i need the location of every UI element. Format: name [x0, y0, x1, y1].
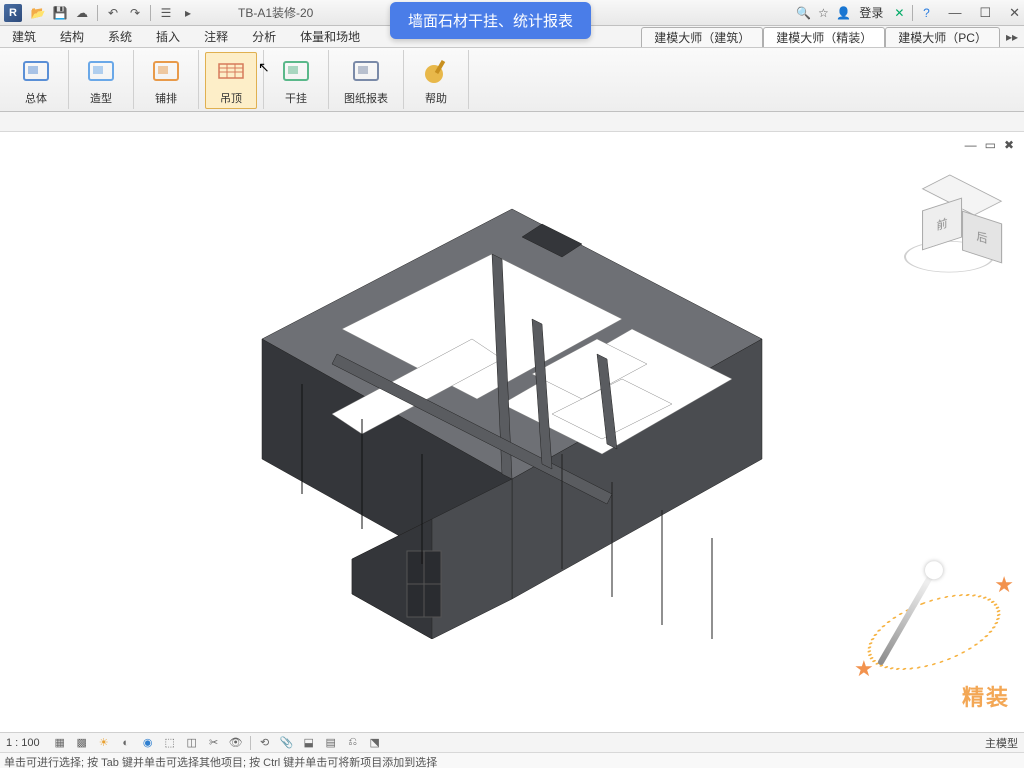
quick-access-toolbar: 📂 💾 ☁ ↶ ↷ ☰ ▸ [28, 3, 198, 23]
menu-struct[interactable]: 结构 [48, 26, 96, 47]
watermark-logo: ★ ★ 精装 [854, 552, 1014, 712]
menu-insert[interactable]: 插入 [144, 26, 192, 47]
status-model-label[interactable]: 主模型 [985, 735, 1018, 751]
sb-select-icon[interactable]: ⬔ [367, 735, 383, 751]
link-icon[interactable]: ☰ [156, 3, 176, 23]
sb-sun-icon[interactable]: ☀ [96, 735, 112, 751]
sb-constraints-icon[interactable]: 📎 [279, 735, 295, 751]
menu-annotate[interactable]: 注释 [192, 26, 240, 47]
redo-icon[interactable]: ↷ [125, 3, 145, 23]
sb-crop-icon[interactable]: ⬚ [162, 735, 178, 751]
search-icon[interactable]: 🔍 [793, 3, 813, 23]
ribbon-zaoxing[interactable]: 造型 [75, 52, 127, 109]
tab-master-arch[interactable]: 建模大师（建筑） [641, 27, 763, 47]
cloud-icon[interactable]: ☁ [72, 3, 92, 23]
statusbar: 1 : 100 ▦ ▩ ☀ ◐ ◉ ⬚ ◫ ✂ 👁 ⟲ 📎 ⬓ ▤ ⎌ ⬔ 主模… [0, 732, 1024, 752]
viewcube[interactable]: 前 后 [904, 182, 994, 272]
ribbon-label: 吊顶 [220, 90, 242, 106]
ribbon-bangzhu[interactable]: 帮助 [410, 52, 462, 109]
type-selector-bar [0, 112, 1024, 132]
sb-link-icon[interactable]: ⎌ [345, 735, 361, 751]
open-icon[interactable]: 📂 [28, 3, 48, 23]
ribbon-label: 铺排 [155, 90, 177, 106]
tab-master-pc[interactable]: 建模大师（PC） [885, 27, 1000, 47]
menu-arch[interactable]: 建筑 [0, 26, 48, 47]
ribbon: 总体 造型 铺排 吊顶↖ 干挂 图纸报表 帮助 [0, 48, 1024, 112]
sb-render-icon[interactable]: ◉ [140, 735, 156, 751]
sb-crop2-icon[interactable]: ◫ [184, 735, 200, 751]
undo-icon[interactable]: ↶ [103, 3, 123, 23]
play-icon[interactable]: ▸ [178, 3, 198, 23]
ribbon-label: 造型 [90, 90, 112, 106]
login-link[interactable]: 登录 [859, 4, 883, 21]
star-icon[interactable]: ☆ [813, 3, 833, 23]
menu-analyze[interactable]: 分析 [240, 26, 288, 47]
vp-minimize-icon[interactable]: — [963, 138, 979, 152]
app-icon: R [4, 4, 22, 22]
ribbon-label: 帮助 [425, 90, 447, 106]
close-button[interactable]: ✕ [1009, 5, 1020, 21]
exchange-icon[interactable]: ✕ [889, 3, 909, 23]
status-hint: 单击可进行选择; 按 Tab 键并单击可选择其他项目; 按 Ctrl 键并单击可… [0, 752, 1024, 768]
ribbon-zongti[interactable]: 总体 [10, 52, 62, 109]
sb-detail-icon[interactable]: ▦ [52, 735, 68, 751]
tab-master-deco[interactable]: 建模大师（精装） [763, 27, 885, 47]
user-icon[interactable]: 👤 [833, 3, 853, 23]
model-3d [202, 179, 822, 639]
vp-restore-icon[interactable]: ▭ [983, 138, 998, 152]
sb-temp-icon[interactable]: 👁 [228, 735, 244, 751]
save-icon[interactable]: 💾 [50, 3, 70, 23]
minimize-button[interactable]: — [948, 5, 961, 21]
window-controls: — ☐ ✕ [948, 5, 1020, 21]
ribbon-pupai[interactable]: 铺排 [140, 52, 192, 109]
ribbon-baobiao[interactable]: 图纸报表 [335, 52, 397, 109]
vp-close-icon[interactable]: ✖ [1002, 138, 1016, 152]
ribbon-gangua[interactable]: 干挂 [270, 52, 322, 109]
document-title: TB-A1装修-20 [238, 4, 313, 21]
sb-shadow-icon[interactable]: ◐ [118, 735, 134, 751]
scale-display[interactable]: 1 : 100 [6, 737, 40, 749]
sb-lock-icon[interactable]: ✂ [206, 735, 222, 751]
feature-tooltip: 墙面石材干挂、统计报表 [390, 2, 591, 39]
menu-system[interactable]: 系统 [96, 26, 144, 47]
ribbon-label: 干挂 [285, 90, 307, 106]
sb-worksets-icon[interactable]: ⬓ [301, 735, 317, 751]
ribbon-diaoding[interactable]: 吊顶↖ [205, 52, 257, 109]
tabs-overflow-icon[interactable]: ▸▸ [1000, 26, 1024, 47]
help-icon[interactable]: ? [916, 3, 936, 23]
sb-filter-icon[interactable]: ▤ [323, 735, 339, 751]
ribbon-label: 图纸报表 [344, 90, 388, 106]
viewport-3d[interactable]: — ▭ ✖ 前 后 ★ ★ 精装 [0, 132, 1024, 732]
viewport-controls: — ▭ ✖ [963, 138, 1016, 152]
sb-reveal-icon[interactable]: ⟲ [257, 735, 273, 751]
maximize-button[interactable]: ☐ [979, 5, 991, 21]
menu-massing[interactable]: 体量和场地 [288, 26, 372, 47]
ribbon-label: 总体 [25, 90, 47, 106]
sb-model-icon[interactable]: ▩ [74, 735, 90, 751]
